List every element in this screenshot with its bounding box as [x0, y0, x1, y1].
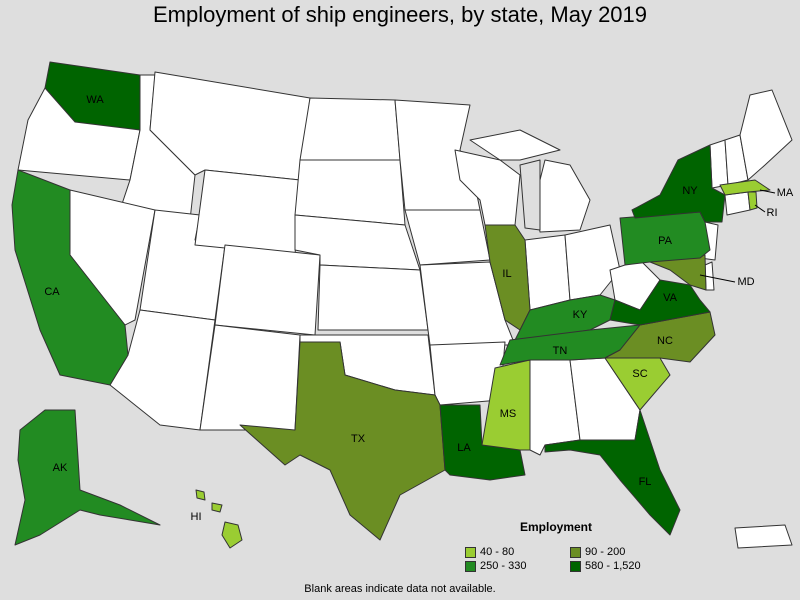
state-nc [604, 311, 716, 363]
state-mi-upper [469, 129, 561, 161]
legend-item-90-200: 90 - 200 [570, 546, 690, 558]
label-ak: AK [53, 462, 68, 474]
legend-swatch [465, 560, 476, 572]
territory-pr [734, 524, 793, 549]
state-mi-lower [534, 159, 591, 233]
state-nd [299, 97, 401, 161]
label-ny: NY [682, 185, 698, 197]
state-ia [404, 209, 491, 266]
state-ma [719, 179, 771, 196]
legend-label: 250 - 330 [480, 560, 527, 572]
legend-item-250-330: 250 - 330 [465, 560, 570, 572]
state-ak [14, 409, 161, 546]
map-title: Employment of ship engineers, by state, … [152, 2, 648, 27]
state-lake-michigan [519, 159, 541, 231]
state-me [739, 89, 793, 181]
label-il: IL [502, 268, 511, 280]
legend-title: Employment [520, 520, 593, 534]
state-tx [239, 341, 446, 541]
state-la [439, 404, 526, 481]
state-ks [317, 264, 429, 331]
label-md: MD [737, 276, 754, 288]
state-ct [724, 191, 751, 216]
blank-states [17, 71, 793, 549]
label-va: VA [663, 292, 678, 304]
state-sc [604, 357, 671, 411]
label-ky: KY [573, 309, 588, 321]
ma-callout-line [759, 189, 776, 194]
label-ms: MS [500, 408, 517, 420]
state-co [214, 244, 321, 336]
data-states [11, 61, 771, 549]
md-callout-line [699, 274, 736, 283]
state-ca [11, 169, 129, 386]
label-tn: TN [553, 345, 568, 357]
state-sd [294, 159, 406, 226]
legend-label: 90 - 200 [585, 546, 626, 558]
ri-callout-line [754, 204, 766, 213]
label-wa: WA [86, 94, 104, 106]
footnote: Blank areas indicate data not available. [304, 583, 496, 595]
label-hi: HI [191, 511, 202, 523]
legend-label: 580 - 1,520 [585, 560, 641, 572]
state-fl [544, 409, 681, 536]
state-hi-small1 [195, 489, 206, 501]
legend: Employment 40 - 80 90 - 200 250 - 330 58… [465, 520, 695, 572]
label-la: LA [457, 442, 471, 454]
state-ar [429, 341, 506, 406]
legend-swatch [465, 546, 476, 558]
legend-swatch [570, 560, 581, 572]
state-hi-small2 [211, 502, 223, 513]
state-ri [747, 191, 758, 211]
label-nc: NC [657, 335, 673, 347]
label-ri: RI [767, 207, 778, 219]
label-tx: TX [351, 433, 366, 445]
state-wy [194, 169, 301, 256]
label-ma: MA [777, 187, 794, 199]
legend-label: 40 - 80 [480, 546, 515, 558]
legend-swatch [570, 546, 581, 558]
state-wa [44, 61, 141, 131]
legend-item-40-80: 40 - 80 [465, 546, 570, 558]
state-nm [199, 324, 301, 431]
state-hi [221, 521, 243, 549]
state-in [524, 234, 571, 311]
state-oh [564, 224, 621, 301]
label-pa: PA [658, 235, 673, 247]
label-fl: FL [639, 476, 652, 488]
label-ca: CA [44, 286, 60, 298]
legend-item-580-1520: 580 - 1,520 [570, 560, 690, 572]
label-sc: SC [632, 368, 647, 380]
